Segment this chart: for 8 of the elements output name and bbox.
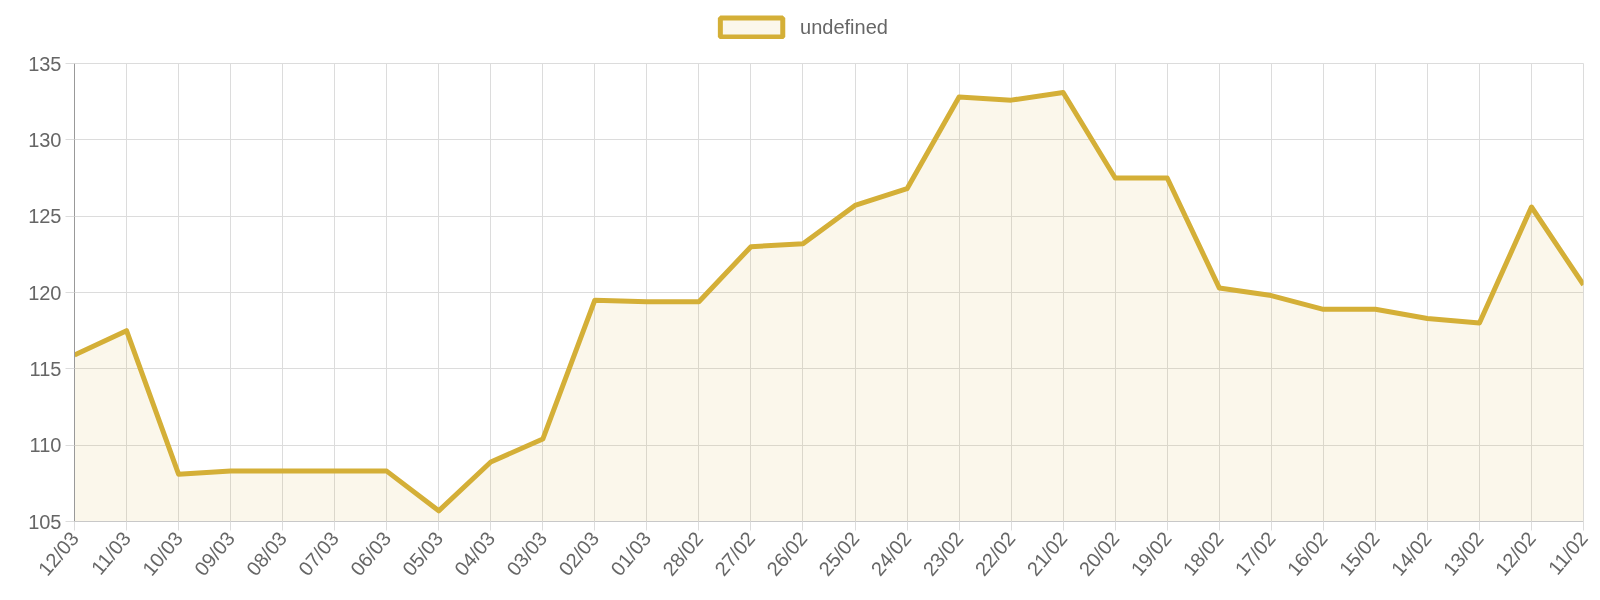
y-tick-label: 120: [28, 281, 62, 304]
y-tick-label: 135: [28, 52, 62, 75]
y-tick-label: 125: [28, 205, 62, 228]
y-tick-label: 105: [28, 510, 62, 533]
legend-label: undefined: [800, 15, 888, 39]
y-tick-label: 115: [29, 357, 62, 380]
y-tick-label: 110: [29, 434, 62, 457]
y-tick-label: 130: [28, 128, 62, 151]
